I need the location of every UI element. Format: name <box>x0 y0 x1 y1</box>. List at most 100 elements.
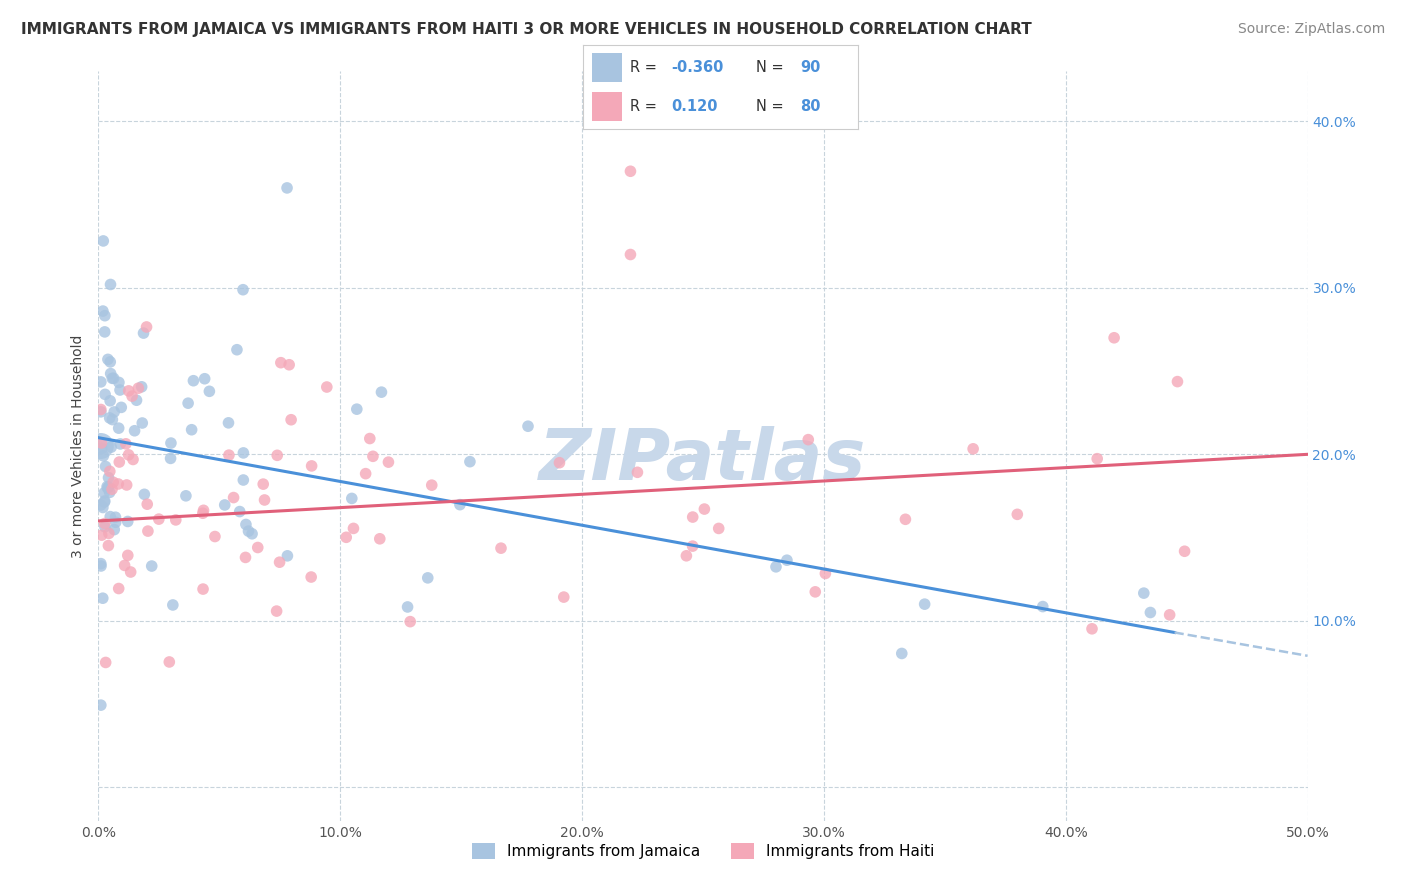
Text: 0.120: 0.120 <box>671 99 717 114</box>
Point <box>122 452 145 467</box>
Point <box>127 381 149 395</box>
Point <box>98 411 121 425</box>
Point <box>226 343 249 357</box>
Point <box>90 559 112 574</box>
Point <box>134 487 156 501</box>
Point <box>914 597 936 611</box>
Point <box>132 326 155 340</box>
Point <box>110 437 132 451</box>
Point <box>693 502 716 516</box>
Point <box>626 465 648 479</box>
Text: ZIPatlas: ZIPatlas <box>540 426 866 495</box>
Point <box>416 571 439 585</box>
Point <box>765 559 787 574</box>
Legend: Immigrants from Jamaica, Immigrants from Haiti: Immigrants from Jamaica, Immigrants from… <box>465 838 941 865</box>
Point <box>232 283 254 297</box>
Point <box>191 506 214 520</box>
Point <box>90 439 112 453</box>
Point <box>315 380 337 394</box>
Point <box>235 550 257 565</box>
Point <box>90 436 112 450</box>
Point <box>98 355 121 369</box>
Point <box>108 455 131 469</box>
Point <box>183 374 205 388</box>
Point <box>280 413 302 427</box>
Point <box>804 585 827 599</box>
Point <box>91 304 114 318</box>
Point <box>548 456 571 470</box>
Point <box>93 486 115 500</box>
Point <box>682 539 704 553</box>
Point <box>94 520 117 534</box>
Point <box>136 497 159 511</box>
Point <box>94 656 117 670</box>
Point <box>160 436 183 450</box>
Point <box>124 424 146 438</box>
Point <box>193 503 215 517</box>
Point <box>177 396 200 410</box>
Point <box>278 358 301 372</box>
FancyBboxPatch shape <box>592 92 621 120</box>
Point <box>1032 599 1054 614</box>
Point <box>93 516 115 531</box>
Point <box>1102 331 1125 345</box>
Point <box>222 491 245 505</box>
Point <box>97 526 120 541</box>
Point <box>204 529 226 543</box>
Point <box>396 599 419 614</box>
Point <box>370 385 392 400</box>
Point <box>240 526 263 541</box>
Point <box>93 495 115 509</box>
Point <box>90 375 112 389</box>
Point <box>136 524 159 538</box>
Point <box>90 498 112 512</box>
Point <box>342 521 364 535</box>
Point <box>346 402 368 417</box>
Point <box>114 558 136 573</box>
Point <box>335 530 357 544</box>
Point <box>108 383 131 397</box>
Point <box>117 448 139 462</box>
Point <box>131 380 153 394</box>
Point <box>235 517 257 532</box>
Point <box>108 376 131 390</box>
Point <box>299 570 322 584</box>
Point <box>198 384 221 399</box>
Point <box>131 416 153 430</box>
Point <box>399 615 422 629</box>
Point <box>377 455 399 469</box>
Point <box>814 566 837 581</box>
Point <box>90 402 112 417</box>
Point <box>91 500 114 515</box>
Point <box>340 491 363 506</box>
Point <box>252 477 274 491</box>
Point <box>98 485 121 500</box>
Point <box>276 549 298 563</box>
Point <box>276 181 298 195</box>
Point <box>420 478 443 492</box>
Point <box>253 493 276 508</box>
Point <box>98 464 121 478</box>
Point <box>148 512 170 526</box>
Point <box>890 647 912 661</box>
Point <box>120 565 142 579</box>
Point <box>91 591 114 606</box>
Point <box>96 480 118 494</box>
Point <box>191 582 214 596</box>
Point <box>97 352 120 367</box>
Point <box>100 367 122 381</box>
Point <box>266 604 288 618</box>
FancyBboxPatch shape <box>592 54 621 82</box>
Point <box>1007 508 1029 522</box>
Point <box>91 234 114 248</box>
Point <box>270 356 292 370</box>
Point <box>894 512 917 526</box>
Point <box>107 582 129 596</box>
Point <box>125 393 148 408</box>
Point <box>194 372 217 386</box>
Point <box>93 494 115 508</box>
Point <box>97 480 120 494</box>
Point <box>458 455 481 469</box>
Point <box>103 405 125 419</box>
Point <box>121 389 143 403</box>
